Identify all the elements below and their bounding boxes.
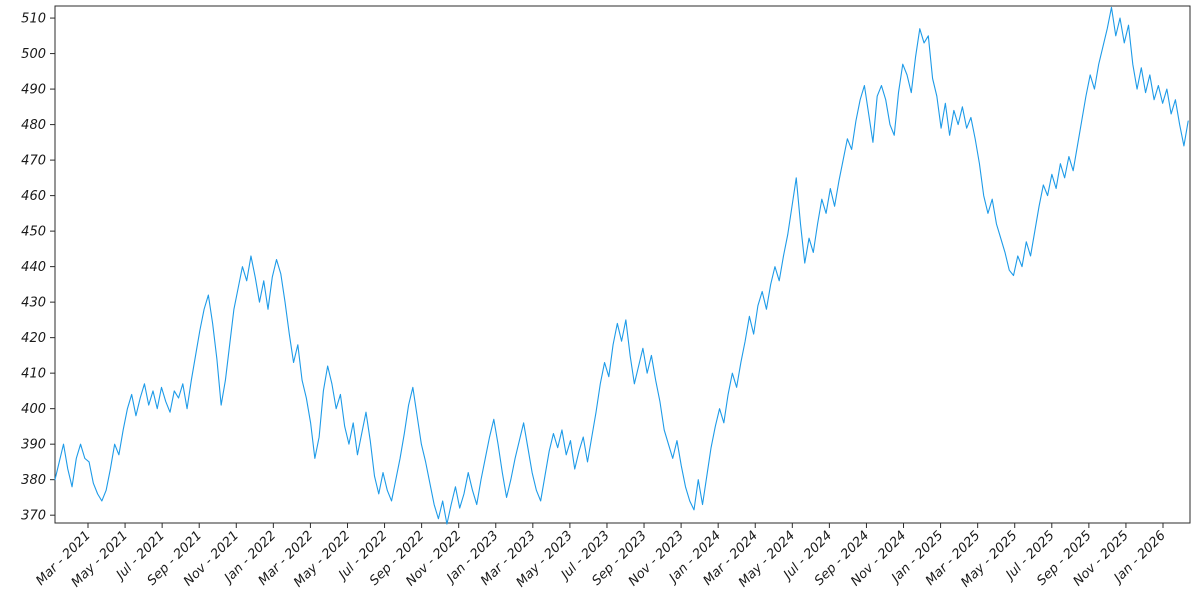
y-tick-label: 420: [21, 331, 46, 346]
y-tick-label: 510: [21, 12, 46, 27]
y-tick-label: 460: [21, 189, 46, 204]
y-tick-label: 400: [21, 402, 46, 417]
y-axis: 370 380 390 400 410 420 430 440 450 460 470 480 490 5…: [21, 12, 55, 524]
y-tick-label: 380: [21, 473, 46, 488]
y-tick-label: 480: [21, 118, 46, 133]
y-tick-label: 450: [21, 225, 46, 240]
y-tick-label: 390: [21, 438, 46, 453]
y-tick-label: 410: [21, 367, 46, 382]
y-tick-label: 490: [21, 83, 46, 98]
line-series-group: [54, 6, 1189, 525]
plot-frame: [54, 5, 1191, 524]
y-tick-label: 500: [21, 47, 46, 62]
y-tick-label: 370: [21, 509, 46, 524]
y-tick-label: 470: [21, 154, 46, 169]
line-series: [54, 6, 1189, 525]
y-tick-label: 430: [21, 296, 46, 311]
y-tick-label: 440: [21, 260, 46, 275]
plot-area: [54, 5, 1191, 524]
